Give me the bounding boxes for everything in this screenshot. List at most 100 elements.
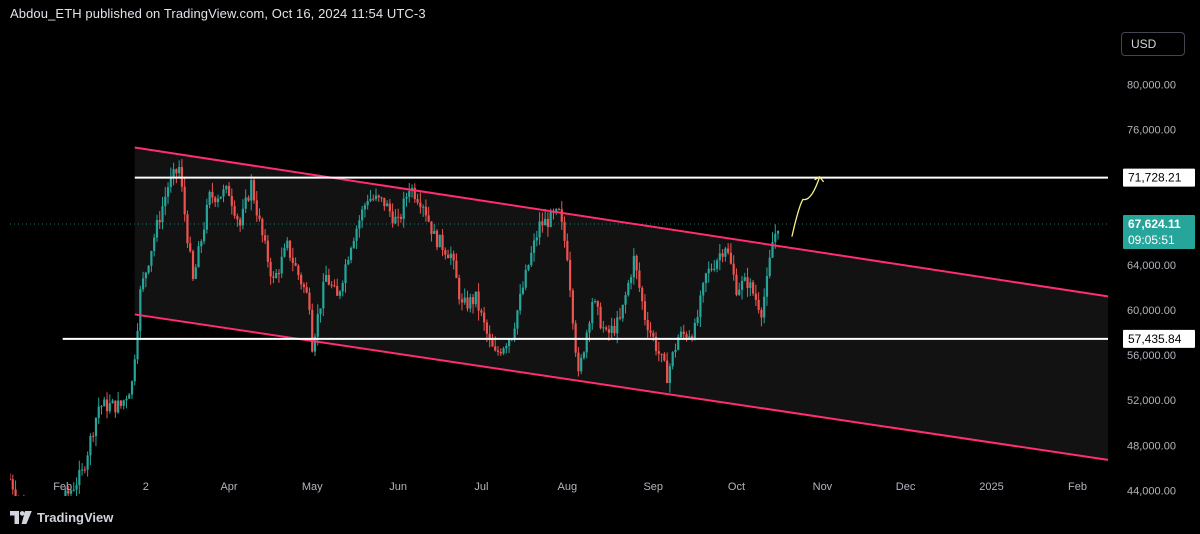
candle-body: [175, 169, 178, 174]
time-axis[interactable]: Feb 2 Apr May Jun Jul Aug Sep Oct Nov Dec 2025 Feb: [53, 481, 1087, 493]
candle-body: [607, 329, 611, 333]
projection-curve[interactable]: [791, 176, 821, 237]
candle-body: [715, 260, 719, 269]
candle-body: [768, 257, 771, 276]
candle-body: [305, 287, 308, 293]
candle-body: [189, 243, 192, 252]
horizontal-levels[interactable]: [62, 176, 1108, 340]
candle-body: [507, 339, 511, 347]
projection-arrow-head: [814, 176, 825, 183]
candle-body: [352, 240, 355, 248]
bar-countdown-label: 09:05:51: [1128, 233, 1175, 247]
price-tick-label: 56,000.00: [1127, 350, 1176, 362]
currency-button[interactable]: USD: [1121, 32, 1185, 56]
candle-body: [69, 490, 73, 494]
candle-body: [322, 281, 325, 309]
candle-body: [164, 196, 167, 207]
candle-body: [358, 220, 361, 229]
candle-body: [319, 308, 322, 315]
candle-body: [535, 237, 538, 241]
projection-path[interactable]: [791, 176, 825, 237]
candle-body: [286, 240, 289, 249]
candle-body: [602, 327, 605, 329]
candle-body: [311, 309, 314, 352]
current-price-label: 67,624.11: [1128, 217, 1181, 231]
candle-body: [471, 297, 475, 305]
resistance-price-badge: [1123, 168, 1195, 187]
time-tick-label: Feb: [1068, 481, 1087, 493]
tradingview-brand: TradingView: [37, 509, 114, 525]
price-tick-label: 52,000.00: [1127, 395, 1176, 407]
time-tick-label: 2: [143, 481, 149, 493]
candle-body: [141, 278, 145, 290]
candle-body: [338, 291, 342, 296]
channel-fill: [134, 147, 1109, 460]
price-tick-label: 48,000.00: [1127, 440, 1176, 452]
chart-area[interactable]: 44,000.00 48,000.00 52,000.00 56,000.00 60,0…: [10, 28, 1200, 496]
candle-body: [105, 399, 109, 412]
candle-body: [385, 203, 389, 207]
candle-body: [516, 310, 519, 329]
candle-body: [327, 274, 330, 285]
candle-body: [668, 366, 672, 383]
candle-body: [280, 256, 283, 274]
candle-body: [111, 400, 114, 404]
price-tick-label: 80,000.00: [1127, 79, 1176, 91]
candle-body: [532, 240, 536, 253]
candle-body: [635, 255, 638, 271]
candle-body: [117, 400, 120, 413]
time-tick-label: May: [302, 481, 323, 493]
candle-body: [751, 282, 755, 294]
candle-body: [258, 215, 261, 219]
candle-body: [427, 215, 430, 222]
candle-body: [560, 209, 563, 222]
candle-body: [771, 242, 774, 258]
candle-body: [541, 221, 544, 226]
candle-body: [263, 235, 267, 241]
publication-header: Abdou_ETH published on TradingView.com, …: [10, 6, 426, 21]
candle-body: [638, 270, 641, 288]
candle-body: [446, 254, 450, 259]
candle-body: [225, 186, 228, 190]
candle-body: [458, 277, 461, 300]
candle-body: [205, 204, 208, 230]
candle-body: [618, 317, 622, 319]
price-badges: 71,728.21 57,435.84 67,624.11 09:05:51: [1123, 168, 1195, 348]
candle-body: [485, 322, 489, 334]
candle-body: [330, 284, 333, 286]
candle-body: [613, 325, 616, 334]
channel-upper-line[interactable]: [134, 146, 1109, 298]
candle-body: [166, 187, 170, 197]
candle-body: [674, 349, 677, 353]
time-tick-label: Dec: [896, 481, 916, 493]
candle-body: [596, 301, 599, 307]
candle-body: [78, 470, 81, 486]
candle-body: [499, 351, 502, 354]
candle-body: [740, 280, 744, 290]
candle-body: [424, 206, 428, 216]
candle-body: [191, 251, 195, 279]
candle-body: [408, 191, 411, 197]
tradingview-footer[interactable]: TradingView: [10, 508, 113, 526]
candle-body: [641, 287, 644, 302]
candle-body: [754, 293, 757, 300]
candle-body: [577, 352, 580, 372]
candle-body: [147, 265, 150, 273]
candle-body: [250, 180, 253, 201]
candle-body: [438, 234, 441, 248]
candle-body: [283, 248, 286, 257]
candle-body: [83, 469, 86, 471]
candle-body: [616, 317, 619, 334]
candle-body: [452, 253, 455, 261]
candle-body: [399, 216, 403, 219]
candle-body: [67, 490, 70, 494]
candle-body: [275, 273, 278, 278]
candle-body: [455, 260, 458, 278]
candle-body: [349, 247, 353, 261]
support-price-badge: [1123, 329, 1195, 348]
candle-body: [549, 211, 552, 227]
candle-body: [757, 299, 760, 310]
candle-body: [710, 268, 713, 270]
candlestick-chart[interactable]: 44,000.00 48,000.00 52,000.00 56,000.00 60,0…: [10, 28, 1200, 496]
candle-body: [746, 277, 749, 289]
